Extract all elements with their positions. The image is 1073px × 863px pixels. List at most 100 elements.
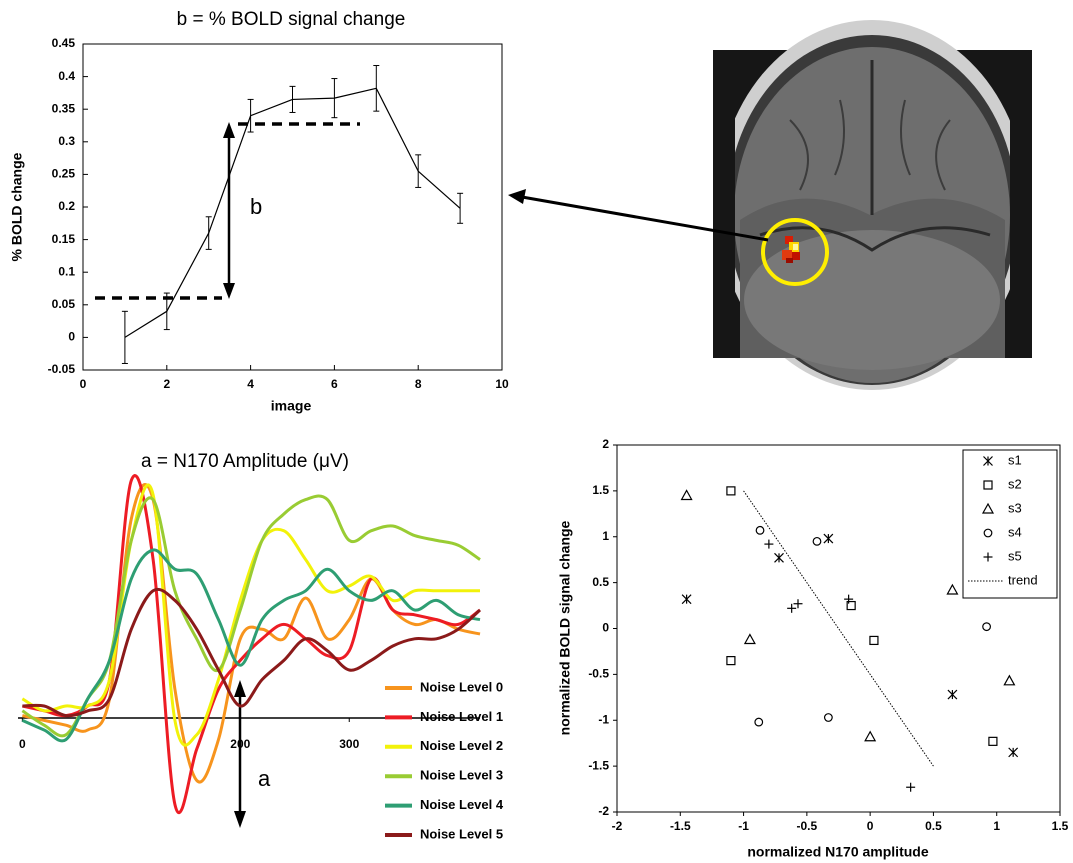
y-tick-label: -1.5 xyxy=(588,758,609,772)
error-bar xyxy=(122,311,128,363)
y-tick-label: 0.3 xyxy=(58,134,75,148)
y-tick-label: 0.2 xyxy=(58,199,75,213)
point xyxy=(813,538,821,546)
marker-shape xyxy=(825,714,833,722)
marker-shape xyxy=(870,636,878,644)
x-tick-label: 0 xyxy=(19,737,26,751)
x-tick-label: 2 xyxy=(163,377,170,391)
y-tick-label: 0.1 xyxy=(58,264,75,278)
marker-shape xyxy=(989,737,997,745)
series-line xyxy=(22,496,480,736)
point xyxy=(825,714,833,722)
y-tick-label: 0.4 xyxy=(58,69,75,83)
legend-label: Noise Level 1 xyxy=(420,709,503,724)
marker-shape xyxy=(756,527,764,535)
y-tick-label: -1 xyxy=(598,712,609,726)
annotation-a: a xyxy=(258,766,271,791)
y-tick-label: 0 xyxy=(68,330,75,344)
x-axis-label: normalized N170 amplitude xyxy=(747,844,928,860)
legend-label: Noise Level 3 xyxy=(420,768,503,783)
error-bar xyxy=(206,217,212,250)
point xyxy=(756,527,764,535)
point xyxy=(870,636,878,644)
marker-shape xyxy=(1004,676,1014,685)
y-tick-label: 2 xyxy=(602,437,609,451)
point xyxy=(787,604,796,613)
y-axis-label: % BOLD change xyxy=(9,152,25,261)
y-tick-label: 0 xyxy=(602,621,609,635)
point xyxy=(775,553,784,562)
point xyxy=(793,599,802,608)
x-tick-label: -2 xyxy=(612,819,623,833)
error-bar xyxy=(415,155,421,188)
y-tick-label: 0.35 xyxy=(52,101,76,115)
x-tick-label: 300 xyxy=(339,737,359,751)
legend-label: trend xyxy=(1008,572,1038,587)
point xyxy=(989,737,997,745)
point xyxy=(983,623,991,631)
x-tick-label: 0 xyxy=(80,377,87,391)
chart-title: a = N170 Amplitude (μV) xyxy=(141,451,349,472)
legend-label: Noise Level 5 xyxy=(420,826,503,841)
series-line xyxy=(22,484,480,782)
y-axis-label: normalized BOLD signal change xyxy=(557,520,573,735)
point xyxy=(727,657,735,665)
level-markers xyxy=(95,122,360,299)
y-tick-label: 0.25 xyxy=(52,167,76,181)
point xyxy=(755,718,763,726)
legend-label: Noise Level 4 xyxy=(420,797,504,812)
point xyxy=(682,595,691,604)
y-tick-label: -2 xyxy=(598,804,609,818)
marker-shape xyxy=(727,657,735,665)
y-tick-label: 0.05 xyxy=(52,297,76,311)
x-tick-label: 200 xyxy=(230,737,250,751)
brain-image xyxy=(713,20,1032,390)
point xyxy=(1009,748,1018,757)
marker-shape xyxy=(983,623,991,631)
x-tick-label: 6 xyxy=(331,377,338,391)
error-bar xyxy=(457,193,463,223)
y-tick-label: 1.5 xyxy=(592,483,609,497)
marker-shape xyxy=(745,635,755,644)
marker-shape xyxy=(947,585,957,594)
page: {"chart_data": [ {"type": "line", "title… xyxy=(0,0,1073,863)
x-tick-label: 1 xyxy=(993,819,1000,833)
marker-shape xyxy=(727,487,735,495)
point xyxy=(1004,676,1014,685)
point xyxy=(865,732,875,741)
point xyxy=(844,595,853,604)
x-tick-label: -0.5 xyxy=(797,819,818,833)
marker-shape xyxy=(865,732,875,741)
x-tick-label: 8 xyxy=(415,377,422,391)
marker-shape xyxy=(682,490,692,499)
x-tick-label: 10 xyxy=(495,377,509,391)
legend-label: Noise Level 2 xyxy=(420,738,503,753)
point xyxy=(764,540,773,549)
x-tick-label: 0.5 xyxy=(925,819,942,833)
marker-shape xyxy=(755,718,763,726)
point xyxy=(727,487,735,495)
y-tick-label: -0.5 xyxy=(588,667,609,681)
x-axis-label: image xyxy=(271,398,312,414)
legend-label: s5 xyxy=(1008,548,1022,563)
x-tick-label: 4 xyxy=(247,377,254,391)
legend-label: s2 xyxy=(1008,476,1022,491)
figure: b a b = % BOLD signal change image % BOL… xyxy=(0,0,1073,863)
y-tick-label: 0.5 xyxy=(592,575,609,589)
y-tick-label: 0.45 xyxy=(52,36,76,50)
y-tick-label: 0.15 xyxy=(52,232,76,246)
x-tick-label: -1.5 xyxy=(670,819,691,833)
point xyxy=(947,585,957,594)
chart-title: b = % BOLD signal change xyxy=(177,9,406,30)
trend-line xyxy=(744,491,934,766)
point xyxy=(745,635,755,644)
legend-label: s1 xyxy=(1008,452,1022,467)
point xyxy=(682,490,692,499)
y-tick-label: 1 xyxy=(602,529,609,543)
point xyxy=(906,783,915,792)
annotation-b: b xyxy=(250,194,262,219)
x-tick-label: -1 xyxy=(738,819,749,833)
point xyxy=(948,690,957,699)
y-tick-label: -0.05 xyxy=(48,362,76,376)
point xyxy=(824,534,833,543)
